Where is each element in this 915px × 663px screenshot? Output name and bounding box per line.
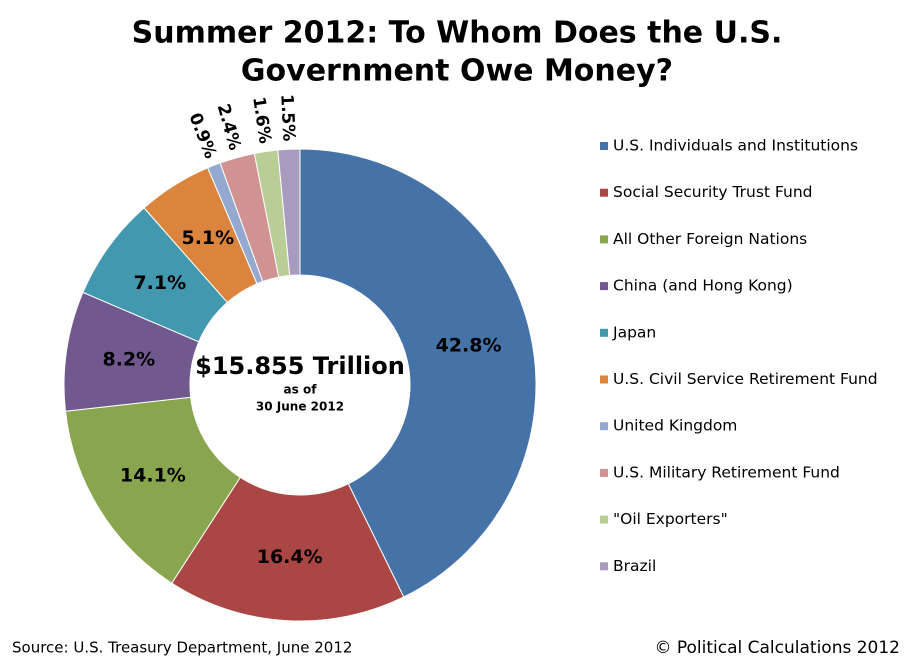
legend-label: Japan [612, 323, 656, 341]
legend-label: All Other Foreign Nations [613, 230, 807, 248]
slice [299, 148, 537, 598]
data-label: 14.1% [120, 465, 186, 487]
legend-label: Social Security Trust Fund [613, 183, 812, 201]
slice [171, 476, 405, 622]
center-text: as of [284, 383, 318, 397]
data-label: 1.6% [248, 95, 275, 145]
legend-label: Brazil [613, 557, 656, 575]
data-label: 42.8% [436, 334, 502, 356]
legend-swatch [600, 328, 608, 337]
data-label: 16.4% [257, 546, 323, 568]
legend-swatch [600, 562, 608, 571]
data-label: 7.1% [133, 272, 186, 294]
data-label: 5.1% [181, 227, 234, 249]
slice [277, 148, 301, 277]
legend-label: China (and Hong Kong) [613, 277, 793, 295]
legend-swatch [600, 422, 608, 431]
legend-label: U.S. Military Retirement Fund [613, 463, 840, 481]
legend-label: "Oil Exporters" [613, 510, 728, 528]
legend-swatch [600, 375, 608, 384]
chart-title: Government Owe Money? [241, 54, 673, 89]
legend-swatch [600, 515, 608, 524]
data-label: 1.5% [276, 94, 298, 142]
legend-swatch [600, 188, 608, 197]
legend-swatch [600, 468, 608, 477]
chart-title: Summer 2012: To Whom Does the U.S. [132, 16, 783, 51]
center-text: 30 June 2012 [256, 400, 344, 414]
legend-label: United Kingdom [613, 417, 737, 435]
source: Source: U.S. Treasury Department, June 2… [12, 639, 352, 657]
legend-swatch [600, 235, 608, 244]
slice [64, 396, 241, 584]
data-label: 0.9% [184, 110, 220, 161]
data-label: 8.2% [102, 348, 155, 370]
center-text: $15.855 Trillion [195, 352, 405, 380]
legend-swatch [600, 282, 608, 291]
credit: © Political Calculations 2012 [654, 638, 900, 658]
legend-label: U.S. Individuals and Institutions [613, 137, 858, 155]
legend-swatch [600, 142, 608, 150]
legend-label: U.S. Civil Service Retirement Fund [613, 370, 878, 388]
